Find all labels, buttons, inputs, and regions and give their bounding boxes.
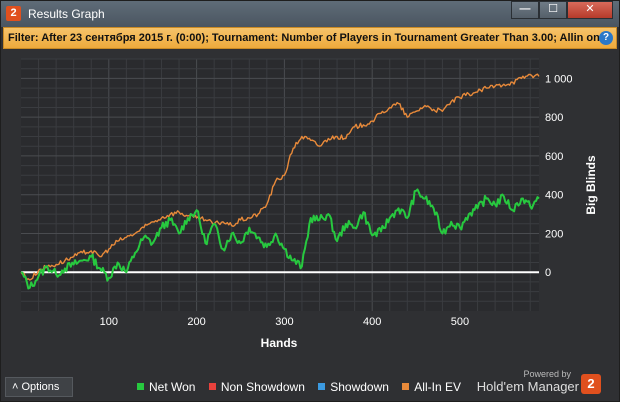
x-tick-label: 400 xyxy=(363,316,381,328)
x-tick-label: 200 xyxy=(187,316,205,328)
close-button[interactable]: ✕ xyxy=(567,1,613,19)
filter-bar[interactable]: Filter: After 23 сентября 2015 г. (0:00)… xyxy=(3,27,617,49)
y-axis-label: Big Blinds xyxy=(584,155,598,215)
hm2-logo-icon: 2 xyxy=(581,374,601,394)
series-lines xyxy=(20,73,540,290)
close-icon: ✕ xyxy=(585,3,595,15)
x-tick-label: 300 xyxy=(275,316,293,328)
legend-swatch xyxy=(208,383,216,390)
title-bar[interactable]: 2 Results Graph — ☐ ✕ xyxy=(1,1,619,27)
y-tick-labels: 0 200 400 600 800 1 000 xyxy=(545,73,573,279)
grid-lines xyxy=(21,58,539,311)
maximize-button[interactable]: ☐ xyxy=(539,1,567,19)
brand-name: Hold'em Manager xyxy=(476,379,579,394)
y-tick-label: 600 xyxy=(545,151,563,163)
x-tick-label: 100 xyxy=(100,316,118,328)
y-tick-label: 0 xyxy=(545,267,551,279)
brand-block: Powered by Hold'em Manager 2 xyxy=(455,369,615,399)
results-chart: 0 200 400 600 800 1 000 100 200 300 400 500 Hands… xyxy=(20,58,598,350)
x-axis-label: Hands xyxy=(261,336,298,350)
maximize-icon: ☐ xyxy=(548,3,558,15)
legend-item-showdown[interactable]: Showdown xyxy=(318,380,389,394)
footer: ˄ Options Net Won Non Showdown Showdown … xyxy=(1,369,619,401)
minimize-icon: — xyxy=(519,3,531,15)
y-tick-label: 400 xyxy=(545,190,563,202)
legend-label: Net Won xyxy=(149,380,196,394)
y-tick-label: 200 xyxy=(545,228,563,240)
powered-by-text: Powered by xyxy=(523,369,571,379)
x-tick-label: 500 xyxy=(451,316,469,328)
options-button[interactable]: ˄ Options xyxy=(5,377,73,397)
options-label: Options xyxy=(21,381,60,393)
chevron-up-icon: ˄ xyxy=(12,381,19,393)
filter-text: Filter: After 23 сентября 2015 г. (0:00)… xyxy=(8,32,600,44)
chart-legend: Net Won Non Showdown Showdown All-In EV xyxy=(137,380,471,394)
legend-item-all-in-ev[interactable]: All-In EV xyxy=(402,380,461,394)
legend-item-net-won[interactable]: Net Won xyxy=(137,380,195,394)
legend-swatch xyxy=(137,383,144,390)
y-tick-label: 1 000 xyxy=(545,73,573,85)
window-title: Results Graph xyxy=(28,7,105,21)
legend-label: All-In EV xyxy=(414,380,461,394)
help-icon[interactable]: ? xyxy=(599,31,613,45)
legend-label: Showdown xyxy=(330,380,389,394)
legend-swatch xyxy=(318,383,326,390)
legend-item-non-showdown[interactable]: Non Showdown xyxy=(208,380,305,394)
y-tick-label: 800 xyxy=(545,112,563,124)
legend-label: Non Showdown xyxy=(220,380,305,394)
x-tick-labels: 100 200 300 400 500 xyxy=(100,316,470,328)
series-line-all-in-ev xyxy=(20,73,540,281)
legend-swatch xyxy=(402,383,410,390)
app-logo-icon: 2 xyxy=(6,6,21,21)
minimize-button[interactable]: — xyxy=(511,1,539,19)
series-line-net-won xyxy=(20,188,540,290)
